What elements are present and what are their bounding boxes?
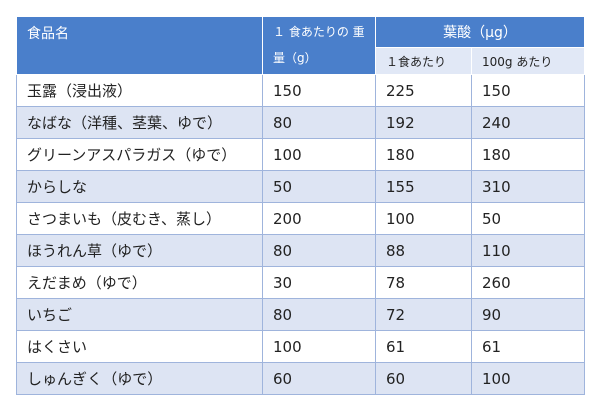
per-serving-cell: 78	[375, 266, 472, 299]
per-100g-cell: 180	[470, 138, 586, 171]
food-name-cell: はくさい	[16, 330, 263, 363]
food-name-cell: しゅんぎく（ゆで）	[16, 362, 263, 395]
per-serving-cell: 100	[375, 202, 472, 235]
weight-cell: 50	[262, 170, 376, 203]
table-row: 玉露（浸出液） 150 225 150	[16, 74, 586, 107]
table-row: しゅんぎく（ゆで） 60 60 100	[16, 362, 586, 395]
table-row: はくさい 100 61 61	[16, 330, 586, 363]
per-100g-cell: 310	[470, 170, 586, 203]
per-serving-cell: 88	[375, 234, 472, 267]
food-name-cell: さつまいも（皮むき、蒸し）	[16, 202, 263, 235]
header-per-100g: 100g あたり	[470, 47, 586, 75]
weight-cell: 200	[262, 202, 376, 235]
table-row: なばな（洋種、茎葉、ゆで） 80 192 240	[16, 106, 586, 139]
weight-cell: 80	[262, 298, 376, 331]
food-name-cell: ほうれん草（ゆで）	[16, 234, 263, 267]
header-weight: １ 食あたりの 重量（g）	[262, 16, 376, 75]
per-100g-cell: 100	[470, 362, 586, 395]
food-name-cell: いちご	[16, 298, 263, 331]
per-100g-cell: 61	[470, 330, 586, 363]
table-row: いちご 80 72 90	[16, 298, 586, 331]
food-name-cell: からしな	[16, 170, 263, 203]
per-serving-cell: 155	[375, 170, 472, 203]
per-100g-cell: 240	[470, 106, 586, 139]
food-name-cell: えだまめ（ゆで）	[16, 266, 263, 299]
header-food-name: 食品名	[16, 16, 263, 75]
per-serving-cell: 72	[375, 298, 472, 331]
per-serving-cell: 60	[375, 362, 472, 395]
food-name-cell: グリーンアスパラガス（ゆで）	[16, 138, 263, 171]
table-row: えだまめ（ゆで） 30 78 260	[16, 266, 586, 299]
folate-table: 食品名 １ 食あたりの 重量（g） 葉酸（μg） １食あたり 100g あたり …	[16, 16, 586, 395]
per-100g-cell: 150	[470, 74, 586, 107]
food-name-cell: 玉露（浸出液）	[16, 74, 263, 107]
weight-cell: 60	[262, 362, 376, 395]
weight-cell: 30	[262, 266, 376, 299]
per-100g-cell: 90	[470, 298, 586, 331]
per-100g-cell: 260	[470, 266, 586, 299]
weight-cell: 100	[262, 330, 376, 363]
per-serving-cell: 192	[375, 106, 472, 139]
header-folate: 葉酸（μg）	[374, 16, 586, 48]
weight-cell: 80	[262, 234, 376, 267]
table-row: ほうれん草（ゆで） 80 88 110	[16, 234, 586, 267]
weight-cell: 80	[262, 106, 376, 139]
per-100g-cell: 50	[470, 202, 586, 235]
table-row: グリーンアスパラガス（ゆで） 100 180 180	[16, 138, 586, 171]
weight-cell: 150	[262, 74, 376, 107]
weight-cell: 100	[262, 138, 376, 171]
food-name-cell: なばな（洋種、茎葉、ゆで）	[16, 106, 263, 139]
per-serving-cell: 180	[375, 138, 472, 171]
table-row: からしな 50 155 310	[16, 170, 586, 203]
per-serving-cell: 61	[375, 330, 472, 363]
per-serving-cell: 225	[375, 74, 472, 107]
header-per-serving: １食あたり	[375, 47, 472, 75]
per-100g-cell: 110	[470, 234, 586, 267]
table-row: さつまいも（皮むき、蒸し） 200 100 50	[16, 202, 586, 235]
